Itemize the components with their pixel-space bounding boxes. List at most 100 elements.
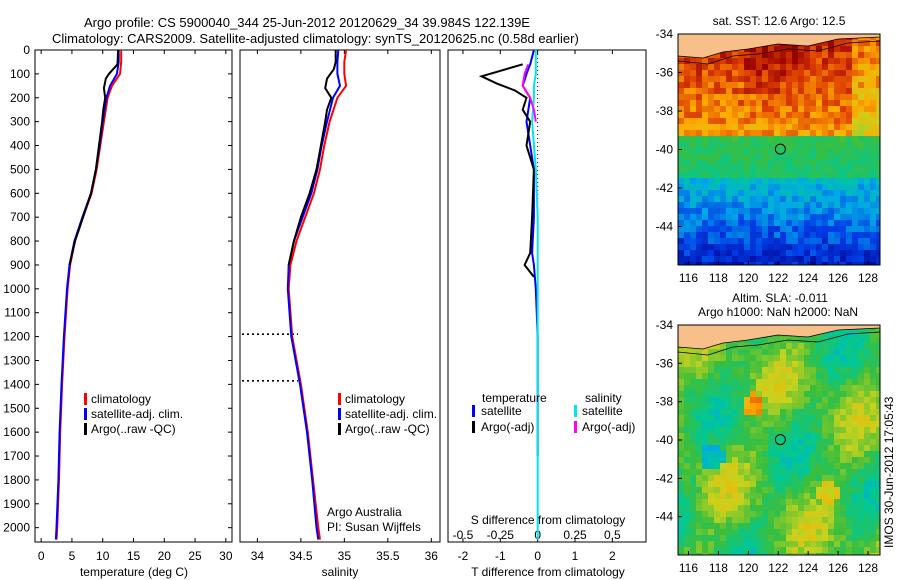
map-cell bbox=[696, 505, 702, 511]
x-tick-label: 25 bbox=[188, 549, 202, 563]
map-cell bbox=[750, 220, 756, 226]
map-cell bbox=[864, 403, 870, 409]
map-cell bbox=[858, 178, 864, 184]
map-cell bbox=[750, 517, 756, 523]
x-tick-label: 122 bbox=[768, 561, 788, 575]
map-cell bbox=[834, 256, 840, 262]
map-cell bbox=[864, 421, 870, 427]
map-cell bbox=[768, 337, 774, 343]
x-tick-label: 118 bbox=[709, 561, 728, 575]
map-cell bbox=[726, 82, 732, 88]
map-cell bbox=[876, 82, 880, 88]
map-cell bbox=[768, 517, 774, 523]
map-cell bbox=[858, 160, 864, 166]
map-cell bbox=[816, 70, 822, 76]
map-cell bbox=[702, 403, 708, 409]
map-cell bbox=[690, 505, 696, 511]
map-cell bbox=[738, 184, 744, 190]
map-cell bbox=[876, 190, 880, 196]
map-cell bbox=[852, 499, 858, 505]
map-cell bbox=[810, 52, 816, 58]
map-cell bbox=[798, 250, 804, 256]
map-cell bbox=[768, 190, 774, 196]
map-cell bbox=[864, 220, 870, 226]
map-cell bbox=[726, 208, 732, 214]
map-cell bbox=[720, 250, 726, 256]
map-cell bbox=[864, 337, 870, 343]
map-cell bbox=[816, 487, 822, 493]
map-cell bbox=[702, 535, 708, 541]
map-cell bbox=[834, 238, 840, 244]
map-cell bbox=[810, 415, 816, 421]
map-cell bbox=[840, 397, 846, 403]
map-cell bbox=[852, 415, 858, 421]
map-cell bbox=[696, 391, 702, 397]
map-cell bbox=[846, 439, 852, 445]
map-cell bbox=[780, 523, 786, 529]
y-tick-label: 1900 bbox=[3, 497, 30, 511]
map-cell bbox=[750, 355, 756, 361]
map-cell bbox=[834, 439, 840, 445]
map-cell bbox=[750, 499, 756, 505]
map-cell bbox=[810, 142, 816, 148]
map-cell bbox=[732, 343, 738, 349]
map-cell bbox=[684, 76, 690, 82]
map-cell bbox=[732, 160, 738, 166]
map-cell bbox=[738, 196, 744, 202]
map-cell bbox=[732, 481, 738, 487]
map-cell bbox=[846, 529, 852, 535]
map-cell bbox=[762, 499, 768, 505]
map-cell bbox=[786, 148, 792, 154]
map-cell bbox=[876, 136, 880, 142]
map-cell bbox=[690, 76, 696, 82]
map-cell bbox=[876, 337, 880, 343]
map-cell bbox=[786, 106, 792, 112]
map-cell bbox=[738, 70, 744, 76]
map-cell bbox=[768, 88, 774, 94]
s-argo-line bbox=[521, 63, 537, 122]
map-cell bbox=[822, 367, 828, 373]
map-cell bbox=[858, 82, 864, 88]
map-cell bbox=[834, 148, 840, 154]
map-cell bbox=[696, 535, 702, 541]
map-cell bbox=[864, 481, 870, 487]
map-cell bbox=[786, 160, 792, 166]
map-cell bbox=[864, 373, 870, 379]
map-cell bbox=[798, 517, 804, 523]
map-cell bbox=[774, 349, 780, 355]
map-cell bbox=[732, 487, 738, 493]
map-cell bbox=[822, 517, 828, 523]
map-cell bbox=[852, 184, 858, 190]
map-cell bbox=[840, 361, 846, 367]
map-cell bbox=[738, 391, 744, 397]
map-cell bbox=[840, 82, 846, 88]
map-cell bbox=[678, 106, 684, 112]
map-cell bbox=[858, 190, 864, 196]
map-cell bbox=[708, 142, 714, 148]
map-cell bbox=[768, 541, 774, 547]
map-cell bbox=[786, 355, 792, 361]
map-cell bbox=[864, 523, 870, 529]
map-cell bbox=[834, 94, 840, 100]
map-cell bbox=[864, 142, 870, 148]
map-cell bbox=[798, 439, 804, 445]
map-cell bbox=[786, 112, 792, 118]
map-cell bbox=[696, 130, 702, 136]
map-cell bbox=[786, 421, 792, 427]
y-tick-label: 100 bbox=[10, 67, 30, 81]
map-cell bbox=[678, 499, 684, 505]
map-cell bbox=[702, 220, 708, 226]
map-cell bbox=[840, 373, 846, 379]
map-cell bbox=[810, 70, 816, 76]
map-cell bbox=[828, 517, 834, 523]
map-cell bbox=[804, 106, 810, 112]
map-cell bbox=[678, 355, 684, 361]
map-cell bbox=[732, 553, 738, 555]
map-cell bbox=[858, 46, 864, 52]
map-cell bbox=[786, 517, 792, 523]
map-cell bbox=[834, 232, 840, 238]
map-cell bbox=[870, 118, 876, 124]
map-cell bbox=[738, 427, 744, 433]
map-cell bbox=[870, 178, 876, 184]
legend-label-satellite: satellite-adj. clim. bbox=[91, 407, 183, 421]
